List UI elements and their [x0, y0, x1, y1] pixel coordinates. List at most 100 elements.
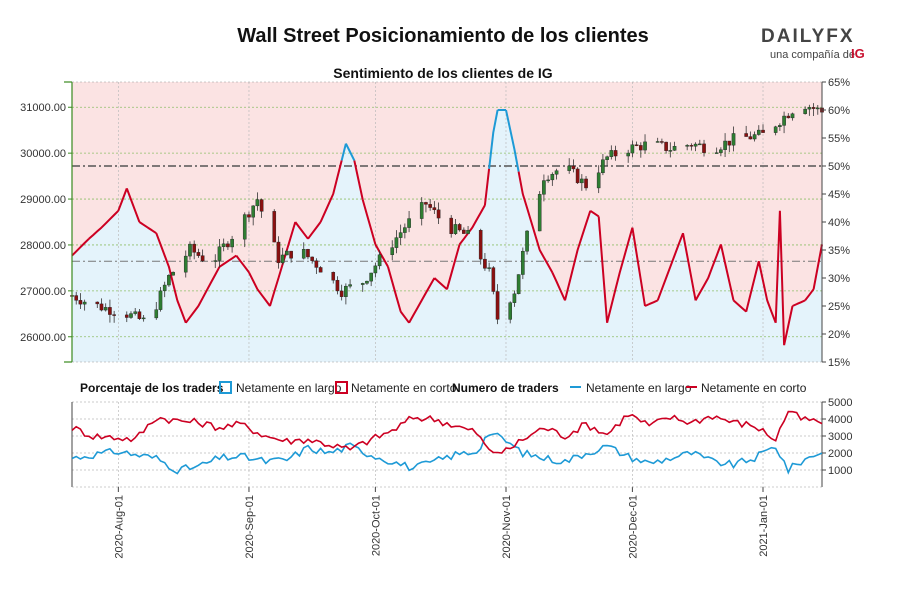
candle-body — [129, 313, 133, 318]
candle-body — [183, 255, 188, 273]
legend-short-swatch — [335, 381, 348, 394]
candle-body — [542, 180, 546, 195]
candle-body — [449, 217, 454, 234]
candle-body — [752, 134, 757, 140]
candle-body — [639, 145, 643, 151]
pct-tick-label: 60% — [828, 105, 850, 117]
candle-body — [188, 243, 192, 257]
candle-body — [217, 246, 222, 261]
pct-tick-label: 55% — [828, 133, 850, 145]
candle-body — [108, 307, 112, 315]
candle-body — [221, 243, 226, 247]
pct-tick-label: 30% — [828, 273, 850, 285]
candle-body — [373, 265, 378, 274]
candle-body — [668, 150, 673, 152]
candle-body — [778, 125, 782, 128]
candle-body — [525, 230, 529, 252]
legend-count-title: Numero de traders — [452, 381, 559, 395]
candle-body — [314, 260, 319, 268]
pct-tick-label: 40% — [828, 217, 850, 229]
candle-body — [162, 284, 167, 292]
candle-body — [550, 174, 555, 181]
logo-ig: IG — [851, 46, 865, 61]
candle-body — [360, 283, 365, 285]
chart-subtitle: Sentimiento de los clientes de IG — [333, 65, 552, 81]
candle-body — [103, 307, 108, 311]
logo-text: DAILYFX — [761, 26, 855, 47]
candle-body — [99, 303, 104, 311]
candle-body — [803, 108, 807, 114]
candle-body — [171, 271, 175, 276]
candle-body — [200, 255, 205, 262]
candle-body — [660, 141, 664, 143]
candle-body — [727, 140, 732, 146]
candle-body — [462, 229, 466, 234]
candle-body — [483, 258, 487, 269]
candle-body — [571, 165, 576, 170]
candle-body — [634, 144, 639, 146]
pct-tick-label: 25% — [828, 301, 850, 313]
candle-body — [723, 140, 727, 150]
count-short-line — [71, 410, 823, 454]
legend-count-long: Netamente en largo — [586, 381, 692, 395]
count-tick-label: 1000 — [828, 465, 852, 477]
candle-body — [331, 272, 336, 281]
candle-body — [365, 280, 369, 284]
x-tick-label: 2020-Oct-01 — [370, 495, 382, 556]
count-tick-label: 5000 — [828, 397, 852, 409]
candle-body — [457, 224, 462, 231]
candle-body — [584, 178, 588, 189]
chart-title: Wall Street Posicionamiento de los clien… — [237, 25, 649, 47]
candle-body — [318, 267, 323, 273]
candle-body — [731, 133, 736, 146]
legend-pct-title: Porcentaje de los traders — [80, 381, 224, 395]
candle-body — [310, 256, 314, 261]
pct-tick-label: 50% — [828, 161, 850, 173]
candle-body — [613, 150, 618, 157]
candle-body — [580, 178, 584, 184]
candle-body — [807, 107, 812, 110]
candle-body — [339, 290, 344, 297]
candle-body — [137, 311, 142, 319]
candle-body — [112, 314, 116, 316]
candle-body — [377, 254, 382, 267]
candle-body — [403, 227, 407, 233]
candle-body — [95, 301, 100, 305]
pct-tick-label: 65% — [828, 77, 850, 89]
candle-body — [567, 165, 571, 171]
candle-body — [786, 115, 791, 119]
pct-tick-label: 20% — [828, 329, 850, 341]
candle-body — [158, 290, 163, 310]
candle-body — [390, 247, 395, 255]
candle-body — [247, 214, 251, 218]
candle-body — [811, 107, 816, 109]
x-tick-label: 2020-Nov-01 — [501, 495, 513, 559]
candle-body — [251, 205, 255, 218]
candle-body — [453, 224, 458, 234]
candle-body — [773, 126, 778, 133]
price-tick-label: 27000.00 — [20, 286, 66, 298]
candle-body — [685, 145, 689, 147]
candle-body — [226, 243, 230, 248]
candle-body — [301, 249, 306, 259]
candle-body — [596, 172, 601, 189]
candle-body — [714, 152, 719, 154]
candle-body — [782, 115, 786, 126]
candle-body — [407, 218, 411, 228]
dailyfx-logo: DAILYFX una compañía de IG — [761, 26, 865, 61]
candle-body — [815, 107, 820, 110]
candle-body — [626, 152, 630, 157]
candle-body — [655, 141, 660, 143]
candle-body — [693, 143, 698, 147]
candle-body — [643, 141, 647, 151]
main-panel: 26000.00 27000.00 28000.00 29000.00 30000.00… — [20, 77, 850, 369]
candle-body — [276, 241, 281, 264]
legend-pct-short: Netamente en corto — [351, 381, 457, 395]
candle-body — [601, 159, 605, 174]
x-tick-label: 2020-Sep-01 — [244, 495, 256, 559]
candle-body — [280, 254, 285, 264]
candle-body — [124, 314, 129, 318]
candle-body — [605, 156, 609, 160]
count-tick-label: 3000 — [828, 431, 852, 443]
